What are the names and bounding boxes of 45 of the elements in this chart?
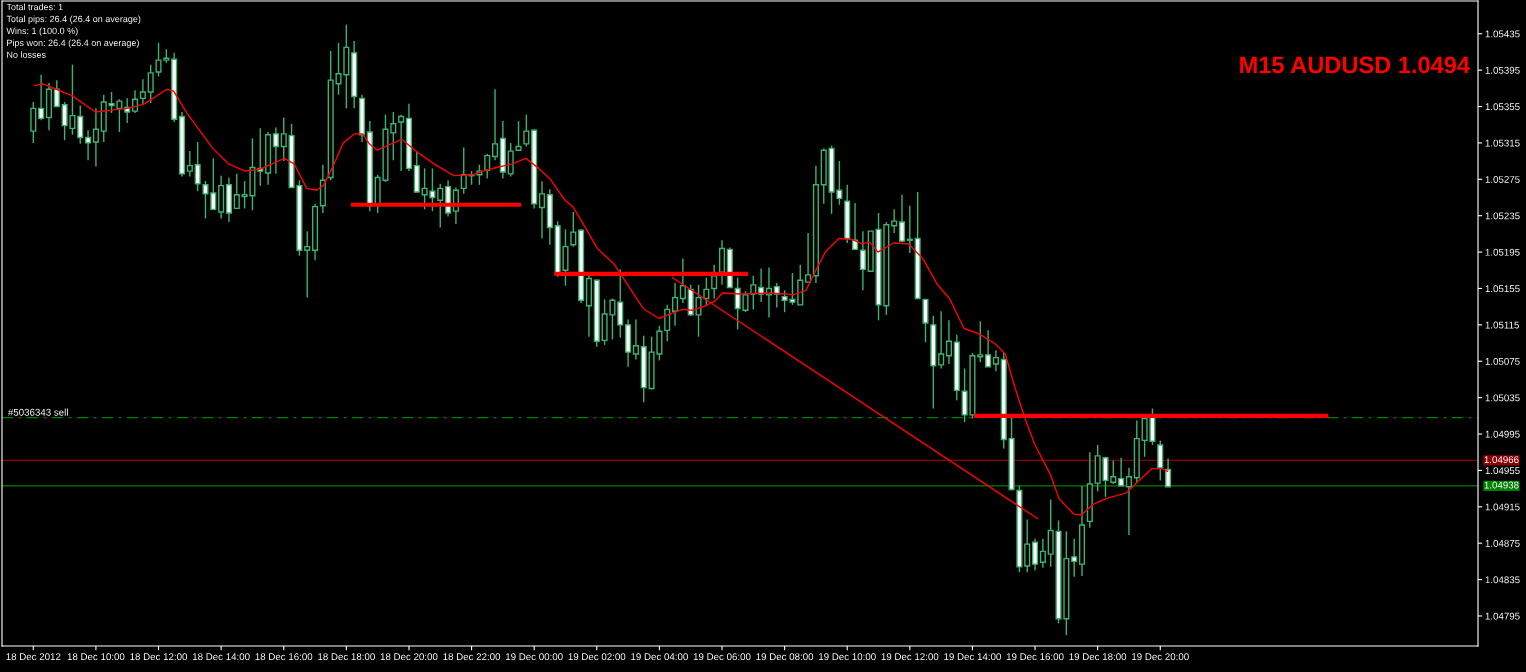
y-tick-label: 1.04995: [1485, 430, 1520, 438]
y-tick-label: 1.05115: [1485, 321, 1519, 329]
x-tick-label: 18 Dec 22:00: [443, 653, 501, 661]
y-tick-label: 1.04955: [1485, 467, 1520, 475]
y-tick-label: 1.04795: [1485, 612, 1520, 620]
annotation: Pips won: 26.4 (26.4 on average): [7, 39, 139, 48]
x-tick-label: 19 Dec 12:00: [881, 653, 939, 661]
x-tick-label: 18 Dec 16:00: [255, 653, 313, 661]
text: M15 AUDUSD 1.0494: [1240, 56, 1470, 74]
annotation: Total pips: 26.4 (26.4 on average): [6, 15, 141, 24]
y-tick-label: 1.05355: [1485, 103, 1520, 111]
x-tick-label: 18 Dec 20:00: [380, 653, 438, 661]
ref-line-label: #5036343 sell: [7, 408, 68, 416]
x-tick-label: 19 Dec 04:00: [631, 653, 688, 661]
y-tick-label: 1.05035: [1485, 394, 1520, 402]
y-tick-label: 1.04835: [1485, 576, 1520, 584]
y-tick-label: 1.05235: [1485, 212, 1520, 220]
y-tick-label: 1.05155: [1485, 285, 1520, 293]
x-tick-label: 19 Dec 00:00: [506, 653, 563, 661]
x-tick-label: 18 Dec 2012: [6, 653, 61, 661]
x-tick-label: 18 Dec 10:00: [67, 653, 125, 661]
x-tick-label: 19 Dec 18:00: [1069, 653, 1127, 661]
x-tick-label: 19 Dec 16:00: [1006, 653, 1064, 661]
x-tick-label: 18 Dec 12:00: [130, 653, 188, 661]
x-tick-label: 19 Dec 08:00: [756, 653, 814, 661]
ref-line-label: 1.04966: [1484, 456, 1519, 464]
y-tick-label: 1.04875: [1485, 539, 1520, 547]
annotation: No losses: [7, 51, 46, 58]
x-tick-label: 19 Dec 10:00: [819, 653, 876, 661]
y-tick-label: 1.05395: [1485, 66, 1520, 74]
x-tick-label: 19 Dec 02:00: [568, 653, 626, 661]
x-tick-label: 19 Dec 06:00: [693, 653, 751, 661]
y-tick-label: 1.05315: [1485, 139, 1520, 147]
y-tick-label: 1.04915: [1485, 503, 1520, 511]
ref-line-label: 1.04938: [1484, 481, 1519, 489]
y-tick-label: 1.05195: [1485, 248, 1520, 256]
x-tick-label: 18 Dec 14:00: [192, 653, 250, 661]
x-tick-label: 19 Dec 20:00: [1132, 653, 1189, 661]
annotation: Wins: 1 (100.0 %): [6, 27, 78, 36]
y-tick-label: 1.05075: [1485, 357, 1520, 365]
y-tick-label: 1.05275: [1485, 176, 1520, 183]
annotation: Total trades: 1: [6, 3, 63, 11]
x-tick-label: 19 Dec 14:00: [944, 653, 1001, 661]
x-tick-label: 18 Dec 18:00: [318, 653, 375, 661]
y-tick-label: 1.05435: [1485, 30, 1520, 38]
